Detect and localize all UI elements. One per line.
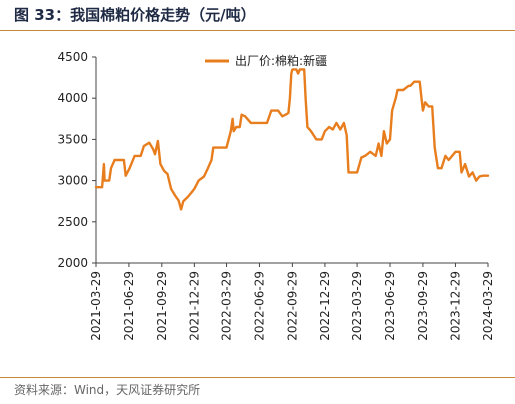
x-tick-label: 2023-09-29: [416, 271, 430, 341]
y-tick-label: 4500: [57, 50, 88, 64]
y-tick-label: 3500: [57, 132, 88, 146]
y-tick-label: 2000: [57, 256, 88, 270]
bottom-divider: [0, 377, 515, 378]
series-layer: [94, 68, 490, 211]
x-tick-label: 2021-06-29: [122, 271, 136, 341]
x-tick-label: 2023-06-29: [383, 271, 397, 341]
top-divider: [0, 30, 515, 31]
x-tick-label: 2022-09-29: [285, 271, 299, 341]
y-tick-label: 3000: [57, 174, 88, 188]
legend: 出厂价:棉粕:新疆: [205, 53, 327, 68]
x-tick-label: 2023-12-29: [448, 271, 462, 341]
x-tick-label: 2024-03-29: [481, 271, 495, 341]
axes: 2000 2500 3000 3500 4000 4500 2021-03-29 2021-0…: [57, 50, 495, 341]
x-tick-label: 2022-12-29: [318, 271, 332, 341]
x-tick-label: 2022-03-29: [220, 271, 234, 341]
legend-label: 出厂价:棉粕:新疆: [235, 53, 327, 68]
source-note: 资料来源：Wind，天风证券研究所: [14, 383, 201, 397]
x-tick-label: 2021-09-29: [155, 271, 169, 341]
y-tick-label: 4000: [57, 91, 88, 105]
price-chart: 2000 2500 3000 3500 4000 4500 2021-03-29 2021-0…: [57, 50, 495, 341]
x-tick-label: 2022-06-29: [252, 271, 266, 341]
x-tick-label: 2023-03-29: [350, 271, 364, 341]
figure-title: 图 33：我国棉粕价格走势（元/吨）: [14, 6, 256, 24]
x-tick-label: 2021-03-29: [89, 271, 103, 341]
series-line: [94, 68, 490, 211]
y-tick-label: 2500: [57, 215, 88, 229]
x-tick-label: 2021-12-29: [187, 271, 201, 341]
